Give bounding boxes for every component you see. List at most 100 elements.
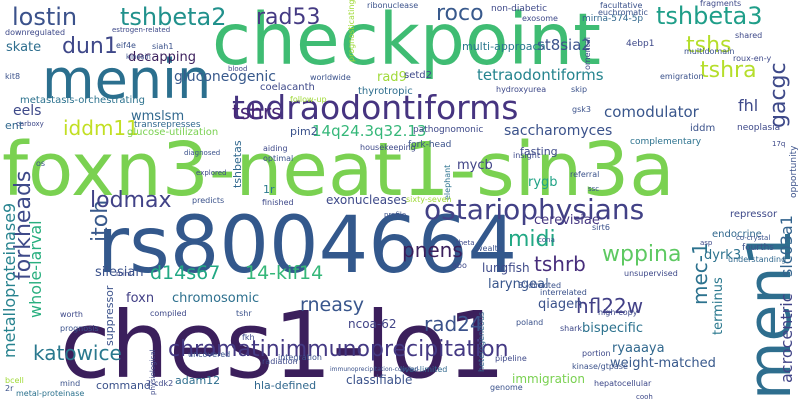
word-skip: skip <box>571 85 588 94</box>
word-gluconeogenic: gluconeogenic <box>174 69 276 85</box>
word-kinesin: kinesin <box>126 53 151 61</box>
word-coelacanth: coelacanth <box>260 82 315 93</box>
word-ostariophysians: ostariophysians <box>424 193 645 226</box>
word-siah1: siah1 <box>152 42 174 51</box>
word-cona: cona <box>538 236 555 244</box>
word-shark: shark <box>560 324 583 333</box>
word-14q24-3q32-13: 14q24.3q32.13 <box>312 122 427 140</box>
word-tshbetas: tshbetas <box>231 140 244 188</box>
word-rs8004664: rs8004664 <box>97 201 518 291</box>
word-d14s67: d14s67 <box>150 262 221 284</box>
word-rad24: rad24 <box>424 312 483 336</box>
word-ncoa-62: ncoa-62 <box>348 317 397 331</box>
word-ent: ent <box>5 119 24 132</box>
word-pathognomonic: pathognomonic <box>413 125 484 135</box>
word-menin: menin <box>42 48 212 111</box>
word-rad53: rad53 <box>256 5 321 30</box>
word-wmslsm: wmslsm <box>131 109 185 124</box>
word-shared: shared <box>735 31 763 40</box>
word-explored: explored <box>196 169 227 177</box>
word-aiding: aiding <box>263 144 288 153</box>
word-multidomain: multidomain <box>684 47 735 56</box>
word-katowice: katowice <box>33 341 122 365</box>
word-compiled: compiled <box>150 309 187 318</box>
word-follow-up: follow-up <box>290 95 327 104</box>
word-lostin: lostin <box>12 3 78 31</box>
word-iddm: iddm <box>690 123 716 134</box>
word-2-cdk2: 2-cdk2 <box>146 379 174 388</box>
word-ribonuclease: ribonuclease <box>367 1 419 10</box>
word-lungfish: lungfish <box>482 261 530 275</box>
word-fkh: fkh <box>242 333 255 342</box>
word-comodulator: comodulator <box>604 103 699 121</box>
word-fourths: fourths <box>742 243 775 253</box>
word-metal-proteinase: metal-proteinase <box>16 389 85 398</box>
word-kit8: kit8 <box>5 72 21 81</box>
word-finished: finished <box>262 198 294 207</box>
word-17q: 17q <box>772 140 786 148</box>
word-laryngeal: laryngeal <box>488 277 549 292</box>
word-unsupervised: unsupervised <box>624 269 678 278</box>
word-cooh: cooh <box>636 393 653 401</box>
word-mirna-574-5p: mirna-574-5p <box>582 14 644 24</box>
word-profile: profile <box>384 211 407 219</box>
word-facultative: facultative <box>600 1 643 10</box>
word-worldwide: worldwide <box>310 73 351 82</box>
word-immunoprecipitation-coupled: immunoprecipitation-coupled <box>330 366 419 373</box>
word-thyrotropic: thyrotropic <box>358 86 413 97</box>
word-estrogen-related: estrogen-related <box>112 26 171 34</box>
word-gsk3: gsk3 <box>572 105 591 114</box>
word-midi: midi <box>508 227 556 252</box>
word-14-kif14: 14-kif14 <box>245 262 324 284</box>
word-poland: poland <box>516 318 544 327</box>
word-bispecific: bispecific <box>582 321 643 336</box>
word-genome: genome <box>490 383 523 392</box>
word-tshra: tshra <box>700 58 757 83</box>
word-portion: portion <box>582 349 611 358</box>
word-kinase-gtpase: kinase/gtpase <box>572 362 628 371</box>
word-diagnosed: diagnosed <box>184 149 221 157</box>
word-carboxy: carboxy <box>16 120 44 128</box>
word-heterogeneous: heterogeneous <box>477 311 486 372</box>
word-theta: theta <box>456 239 475 247</box>
word-prognosticating: prognosticating <box>347 0 356 62</box>
word-foxn3-neat1-sin3a: foxn3-neat1-sin3a <box>2 127 675 213</box>
word-tshbeta2: tshbeta2 <box>120 3 227 31</box>
word-lodmax: lodmax <box>90 188 172 213</box>
word-saccharomyces: saccharomyces <box>504 123 613 139</box>
word-omental: omental <box>583 37 592 70</box>
word-bcell: bcell <box>5 376 24 385</box>
word-3-directed: 3'-directed <box>518 281 562 290</box>
word-integration: integration <box>278 353 322 362</box>
word-mind: mind <box>60 379 81 388</box>
word-exosome: exosome <box>522 14 558 23</box>
word-ssc: ssc <box>588 185 600 193</box>
word-metastasis-orchestrating: metastasis-orchestrating <box>20 95 145 106</box>
word-euchromatic: euchromatic <box>598 8 648 17</box>
word-ches1-lo1: ches1-lo1 <box>60 292 506 399</box>
word-st8sia2: st8sia2 <box>537 36 591 54</box>
word-decapping: decapping <box>128 50 196 65</box>
word-1r: 1r <box>263 183 275 196</box>
word-asp: asp <box>700 239 713 247</box>
word-chromatinimmunoprecipitation: chromatinimmunoprecipitation <box>168 337 509 362</box>
word-setd2: setd2 <box>404 70 432 81</box>
word-fragments: fragments <box>700 0 742 8</box>
word-complementary: complementary <box>630 137 702 147</box>
word-worth: worth <box>60 310 83 319</box>
word-repressor: repressor <box>730 209 778 220</box>
word-fork-head: fork-head <box>408 140 452 150</box>
word-housekeeping: housekeeping <box>360 143 416 152</box>
word-referral: referral <box>570 170 600 179</box>
word-eels: eels <box>13 103 42 119</box>
word-co-crystal: co-crystal <box>736 234 771 242</box>
word-opportunity: opportunity <box>789 145 799 198</box>
word-neoplasia: neoplasia <box>737 123 781 133</box>
word-high-copy: high-copy <box>598 308 638 317</box>
word-sixty-seven: sixty-seven <box>406 195 452 204</box>
word-exonucleases: exonucleases <box>326 193 408 207</box>
word-rygb: rygb <box>528 175 558 190</box>
word-hepatocellular: hepatocellular <box>594 379 652 388</box>
word-ryaaaya: ryaaaya <box>612 341 665 356</box>
